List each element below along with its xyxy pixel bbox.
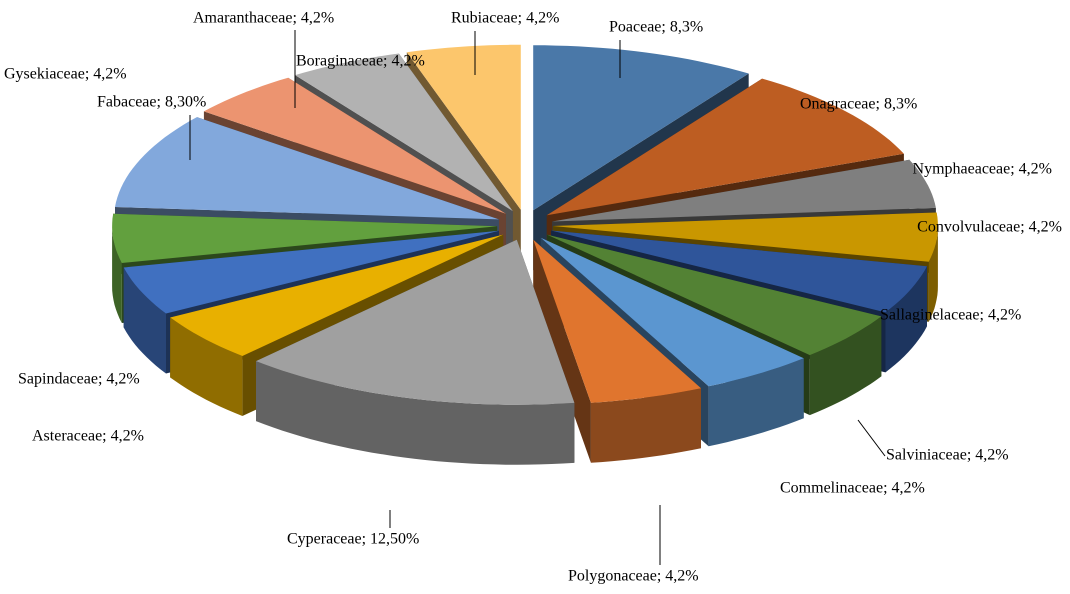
data-label: Boraginaceae; 4,2%: [296, 53, 425, 70]
slice-top: [406, 44, 521, 210]
data-label: Poaceae; 8,3%: [609, 19, 703, 36]
slice-top: [115, 117, 499, 220]
slice-side: [256, 361, 575, 465]
slice-top: [551, 230, 927, 313]
data-label: Sallaginelaceae; 4,2%: [880, 307, 1021, 324]
slice-top: [552, 159, 936, 222]
data-label: Rubiaceae; 4,2%: [451, 10, 559, 27]
slice-top: [123, 230, 499, 314]
slice-top: [533, 239, 701, 403]
slice-top: [552, 212, 938, 262]
slice-wall: [123, 230, 499, 328]
data-label: Salviniaceae; 4,2%: [886, 447, 1009, 464]
slice-side: [928, 226, 938, 322]
data-label: Nymphaeaceae; 4,2%: [913, 161, 1052, 178]
slice: [256, 239, 575, 465]
data-labels: Poaceae; 8,3% Onagraceae; 8,3% Nymphaeacea…: [4, 10, 1062, 585]
data-label: Fabaceae; 8,30%: [97, 94, 206, 111]
slice-top: [295, 53, 513, 212]
slice-top: [170, 234, 504, 356]
slice-top: [256, 239, 575, 405]
pie: [112, 44, 938, 465]
slice-side: [885, 266, 927, 373]
data-label: Cyperaceae; 12,50%: [287, 531, 419, 548]
slice-side: [112, 226, 122, 323]
slice-side: [708, 358, 804, 447]
data-label: Sapindaceae; 4,2%: [18, 371, 140, 388]
slice-side: [809, 316, 882, 416]
slice-side: [123, 267, 166, 374]
data-label: Convolvulaceae; 4,2%: [917, 219, 1062, 236]
slice-top: [203, 77, 506, 214]
slice-top: [540, 237, 804, 387]
slice-top: [533, 45, 749, 211]
data-label: Asteraceae; 4,2%: [32, 428, 144, 445]
data-label: Onagraceae; 8,3%: [800, 96, 917, 113]
slice-top: [547, 234, 882, 356]
data-label: Polygonaceae; 4,2%: [568, 568, 699, 585]
slice-side: [170, 317, 243, 416]
data-label: Commelinaceae; 4,2%: [780, 480, 925, 497]
slice-wall: [533, 239, 591, 463]
leader-line: [857, 419, 886, 457]
slice-top: [546, 78, 904, 216]
slice-top: [112, 213, 498, 263]
slice: [533, 239, 701, 463]
data-label: Gysekiaceae; 4,2%: [4, 66, 127, 83]
slice-side: [590, 388, 701, 463]
data-label: Amaranthaceae; 4,2%: [193, 10, 334, 27]
